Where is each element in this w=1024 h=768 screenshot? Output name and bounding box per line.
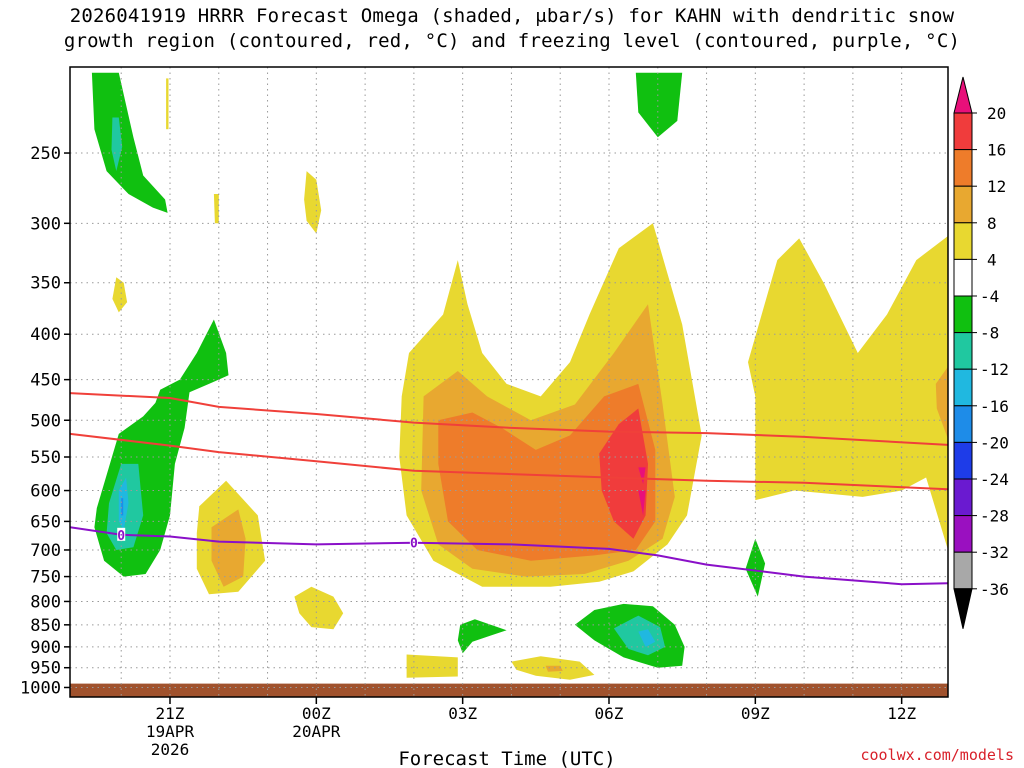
- x-tick-label: 12Z: [887, 704, 916, 723]
- colorbar-band: [953, 551, 973, 590]
- freezing-level-label: 0: [117, 529, 125, 544]
- colorbar-tick-label: -8: [980, 324, 999, 343]
- x-tick-sublabel: 2026: [151, 740, 190, 759]
- y-tick-label: 550: [30, 448, 61, 468]
- y-tick-label: 250: [30, 144, 61, 164]
- y-tick-label: 300: [30, 214, 61, 234]
- y-tick-label: 500: [30, 411, 61, 431]
- colorbar-tick-label: 16: [987, 141, 1006, 160]
- omega-region-ascent-upper-left-core: [111, 117, 123, 172]
- omega-region-sinking-main-4: [599, 408, 648, 539]
- y-tick-label: 450: [30, 371, 61, 391]
- freezing-level-contour: [70, 526, 948, 586]
- chart-title: 2026041919 HRRR Forecast Omega (shaded, …: [0, 4, 1024, 54]
- y-tick-label: 750: [30, 568, 61, 588]
- omega-region-sinking-right-core: [935, 366, 948, 440]
- x-tick-label: 00Z: [302, 704, 331, 723]
- dendritic-growth-top-contour: [70, 392, 948, 446]
- below-ground-fill: [70, 683, 948, 697]
- y-tick-label: 800: [30, 592, 61, 612]
- x-tick-label: 06Z: [595, 704, 624, 723]
- colorbar-band-under: [953, 588, 973, 629]
- omega-region-ascent-upper-left: [91, 72, 168, 213]
- plot-frame: [69, 66, 949, 698]
- y-tick-label: 700: [30, 541, 61, 561]
- freezing-label-bg: [409, 535, 418, 549]
- colorbar-tick-label: -36: [980, 580, 1009, 599]
- omega-region-sinking-speck-210: [166, 78, 169, 130]
- x-axis-title: Forecast Time (UTC): [398, 748, 615, 768]
- colorbar-tick-label: 20: [987, 104, 1006, 123]
- x-tick-sublabel: 20APR: [292, 722, 341, 741]
- colorbar-tick-label: -16: [980, 397, 1009, 416]
- omega-region-sinking-low-05z-core: [545, 665, 563, 672]
- y-axis: 2503003504004505005506006507007508008509…: [20, 144, 70, 698]
- colorbar-band: [953, 295, 973, 334]
- omega-region-sinking-main-max-b: [638, 490, 646, 516]
- omega-region-sinking-250-cell: [304, 171, 322, 234]
- y-tick-label: 900: [30, 638, 61, 658]
- x-tick-label: 03Z: [448, 704, 477, 723]
- colorbar-band: [953, 222, 973, 260]
- colorbar-tick-label: 8: [987, 214, 997, 233]
- colorbar-band: [953, 405, 973, 443]
- y-tick-label: 350: [30, 274, 61, 294]
- y-tick-label: 1000: [20, 678, 61, 698]
- y-tick-label: 400: [30, 325, 61, 345]
- colorbar-tick-label: 12: [987, 177, 1006, 196]
- colorbar-band: [953, 478, 973, 517]
- dendritic-growth-bottom-contour: [70, 432, 948, 491]
- colorbar-band: [953, 368, 973, 407]
- colorbar: 20 16 12 8 4 -4 -8 -12 -16 -20 -24 -28 -32 -36: [953, 76, 1009, 629]
- colorbar-band: [953, 441, 973, 480]
- colorbar-band: [953, 515, 973, 553]
- colorbar-tick-label: -20: [980, 433, 1009, 452]
- chart-title-line-1: 2026041919 HRRR Forecast Omega (shaded, …: [69, 5, 955, 27]
- freezing-label-bg: [117, 527, 126, 541]
- y-tick-label: 650: [30, 512, 61, 532]
- x-tick-label: 21Z: [156, 704, 185, 723]
- omega-region-sinking-lower-1-core: [211, 509, 246, 587]
- colorbar-band: [953, 258, 973, 297]
- y-tick-label: 850: [30, 616, 61, 636]
- x-tick-sublabel: 19APR: [146, 722, 195, 741]
- colorbar-tick-label: 4: [987, 250, 997, 269]
- omega-region-sinking-low-02z: [406, 654, 458, 678]
- credit-text[interactable]: coolwx.com/models: [860, 746, 1014, 764]
- omega-region-ascent-top-06z: [635, 72, 683, 138]
- plot-area: 00: [70, 67, 948, 697]
- x-tick-label: 09Z: [741, 704, 770, 723]
- colorbar-band: [953, 185, 973, 224]
- omega-region-ascent-lower-06z-core: [613, 615, 666, 656]
- colorbar-tick-label: -32: [980, 543, 1009, 562]
- omega-region-sinking-speck-280: [213, 194, 219, 224]
- colorbar-tick-label: -12: [980, 360, 1009, 379]
- omega-region-ascent-lower-06z-inner: [638, 629, 656, 647]
- colorbar-band: [953, 112, 973, 151]
- colorbar-band: [953, 149, 973, 187]
- colorbar-tick-label: -4: [980, 287, 999, 306]
- grid-lines: [70, 67, 948, 697]
- chart-title-line-2: growth region (contoured, red, °C) and f…: [63, 30, 961, 52]
- colorbar-band: [953, 332, 973, 370]
- freezing-level-label: 0: [410, 537, 418, 552]
- omega-region-sinking-right: [748, 236, 948, 550]
- y-tick-label: 600: [30, 482, 61, 502]
- omega-region-ascent-03z: [457, 619, 507, 654]
- y-tick-label: 950: [30, 659, 61, 679]
- omega-region-sinking-main-max-a: [638, 467, 646, 485]
- omega-region-sinking-main-3: [438, 383, 656, 561]
- colorbar-tick-label: -28: [980, 507, 1009, 526]
- omega-region-sinking-left-350: [112, 277, 128, 313]
- colorbar-band-over: [953, 76, 973, 114]
- colorbar-tick-label: -24: [980, 470, 1009, 489]
- omega-region-sinking-lower-2: [294, 586, 344, 630]
